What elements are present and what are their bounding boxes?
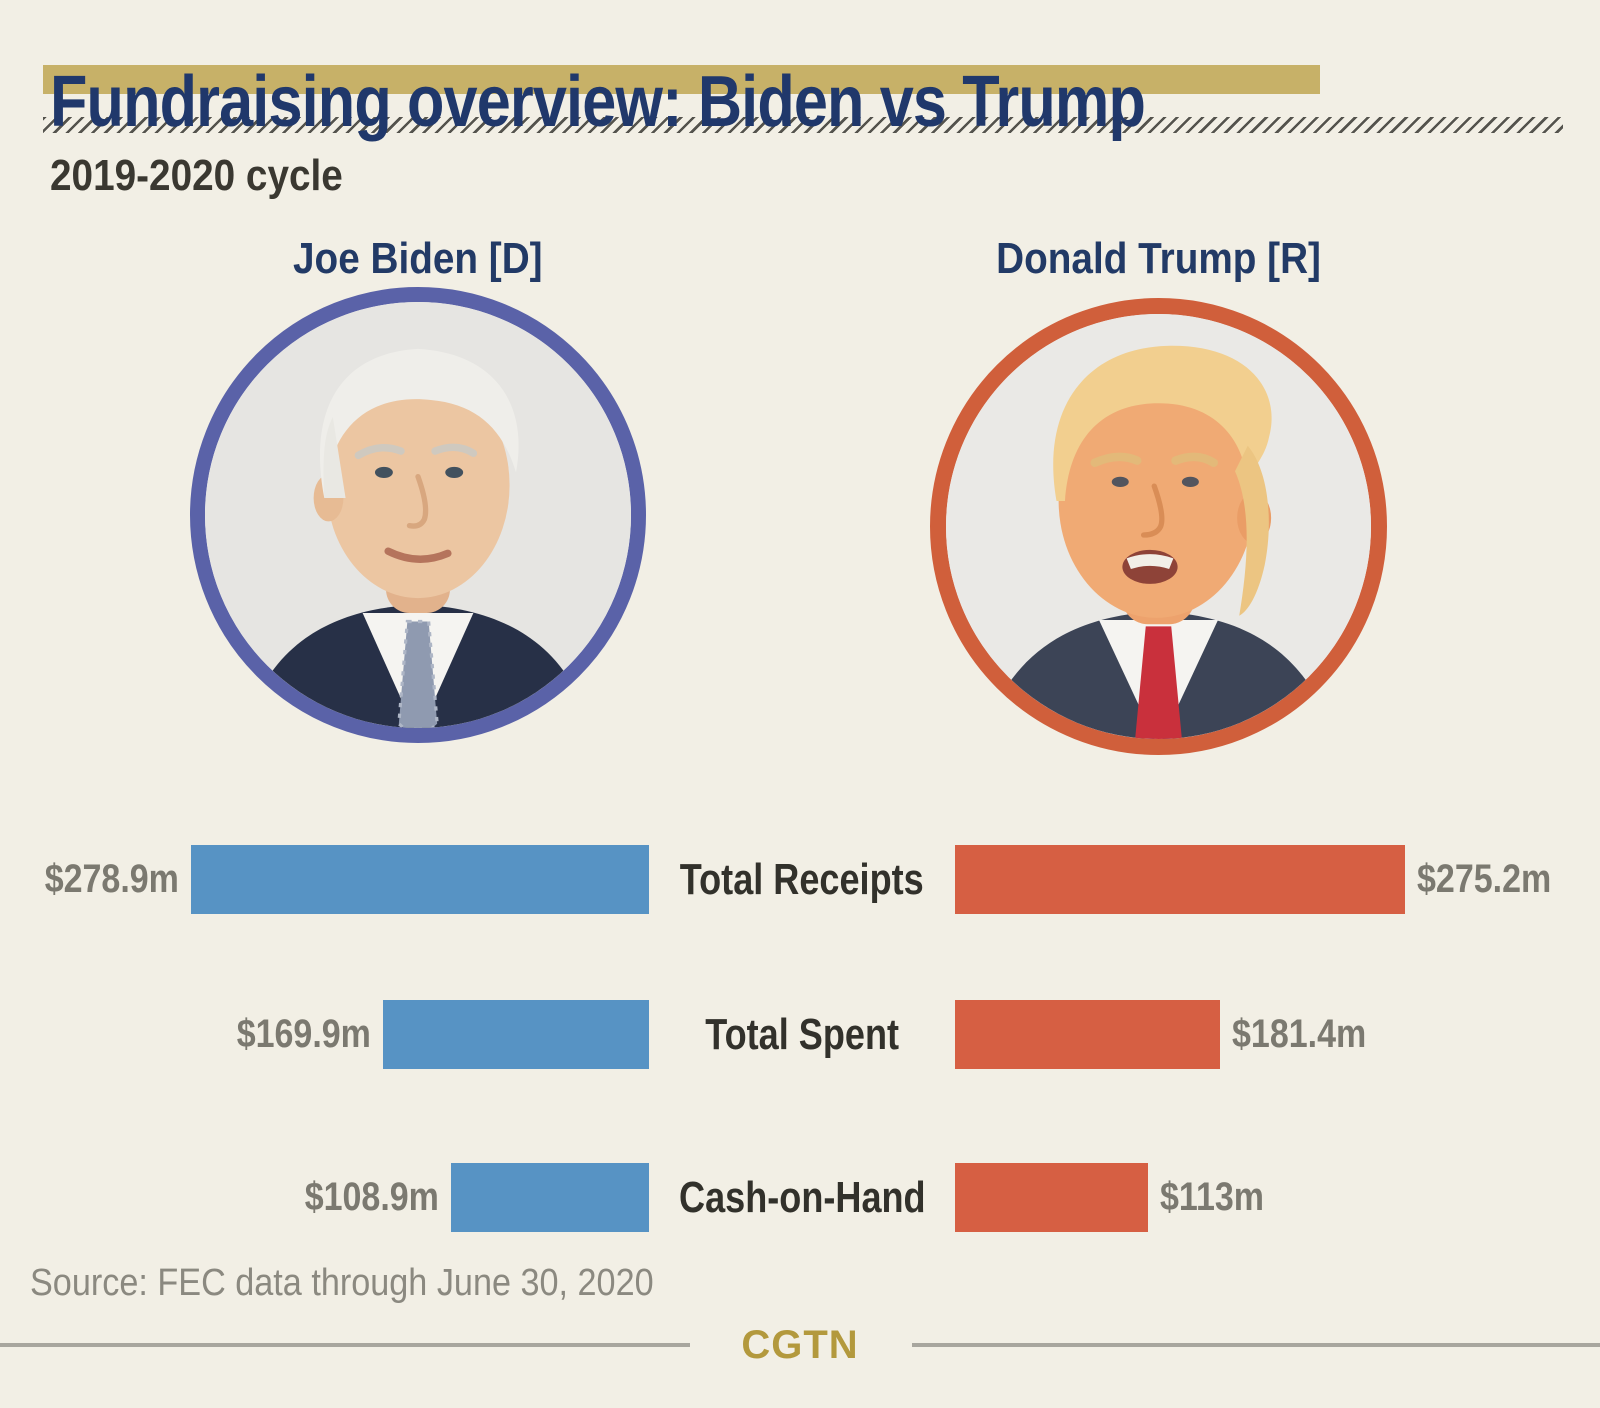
chart-row-total-spent: $169.9m Total Spent $181.4m xyxy=(0,1000,1600,1069)
value-label-trump-total-spent: $181.4m xyxy=(1232,1012,1367,1056)
trump-portrait-illustration xyxy=(946,314,1371,739)
page-title: Fundraising overview: Biden vs Trump xyxy=(50,62,1146,143)
cycle-label: 2019-2020 cycle xyxy=(50,151,343,200)
bar-trump-total-receipts xyxy=(955,845,1405,914)
candidate-name-biden: Joe Biden [D] xyxy=(293,234,543,283)
category-label-cash-on-hand: Cash-on-Hand xyxy=(678,1172,926,1222)
value-label-biden-total-receipts: $278.9m xyxy=(44,857,179,901)
bar-trump-cash-on-hand xyxy=(955,1163,1148,1232)
value-label-biden-total-spent: $169.9m xyxy=(236,1012,371,1056)
title-highlight-bar xyxy=(43,65,1320,94)
bar-biden-total-receipts xyxy=(191,845,649,914)
biden-photo-frame xyxy=(190,287,646,743)
candidate-name-trump: Donald Trump [R] xyxy=(996,234,1322,283)
bar-trump-total-spent xyxy=(955,1000,1220,1069)
hatched-divider xyxy=(43,117,1563,133)
trump-photo-frame xyxy=(930,298,1387,755)
chart-row-cash-on-hand: $108.9m Cash-on-Hand $113m xyxy=(0,1163,1600,1232)
category-label-total-spent: Total Spent xyxy=(705,1009,899,1059)
value-label-biden-cash-on-hand: $108.9m xyxy=(304,1175,439,1219)
bar-biden-cash-on-hand xyxy=(451,1163,649,1232)
source-note: Source: FEC data through June 30, 2020 xyxy=(30,1262,654,1304)
brand-logo: CGTN xyxy=(741,1323,859,1367)
chart-row-total-receipts: $278.9m Total Receipts $275.2m xyxy=(0,845,1600,914)
category-label-total-receipts: Total Receipts xyxy=(680,854,924,904)
biden-portrait-illustration xyxy=(205,302,631,728)
footer-rule-right xyxy=(912,1343,1600,1347)
value-label-trump-total-receipts: $275.2m xyxy=(1417,857,1552,901)
bar-biden-total-spent xyxy=(383,1000,649,1069)
footer-rule-left xyxy=(0,1343,690,1347)
value-label-trump-cash-on-hand: $113m xyxy=(1160,1175,1264,1219)
